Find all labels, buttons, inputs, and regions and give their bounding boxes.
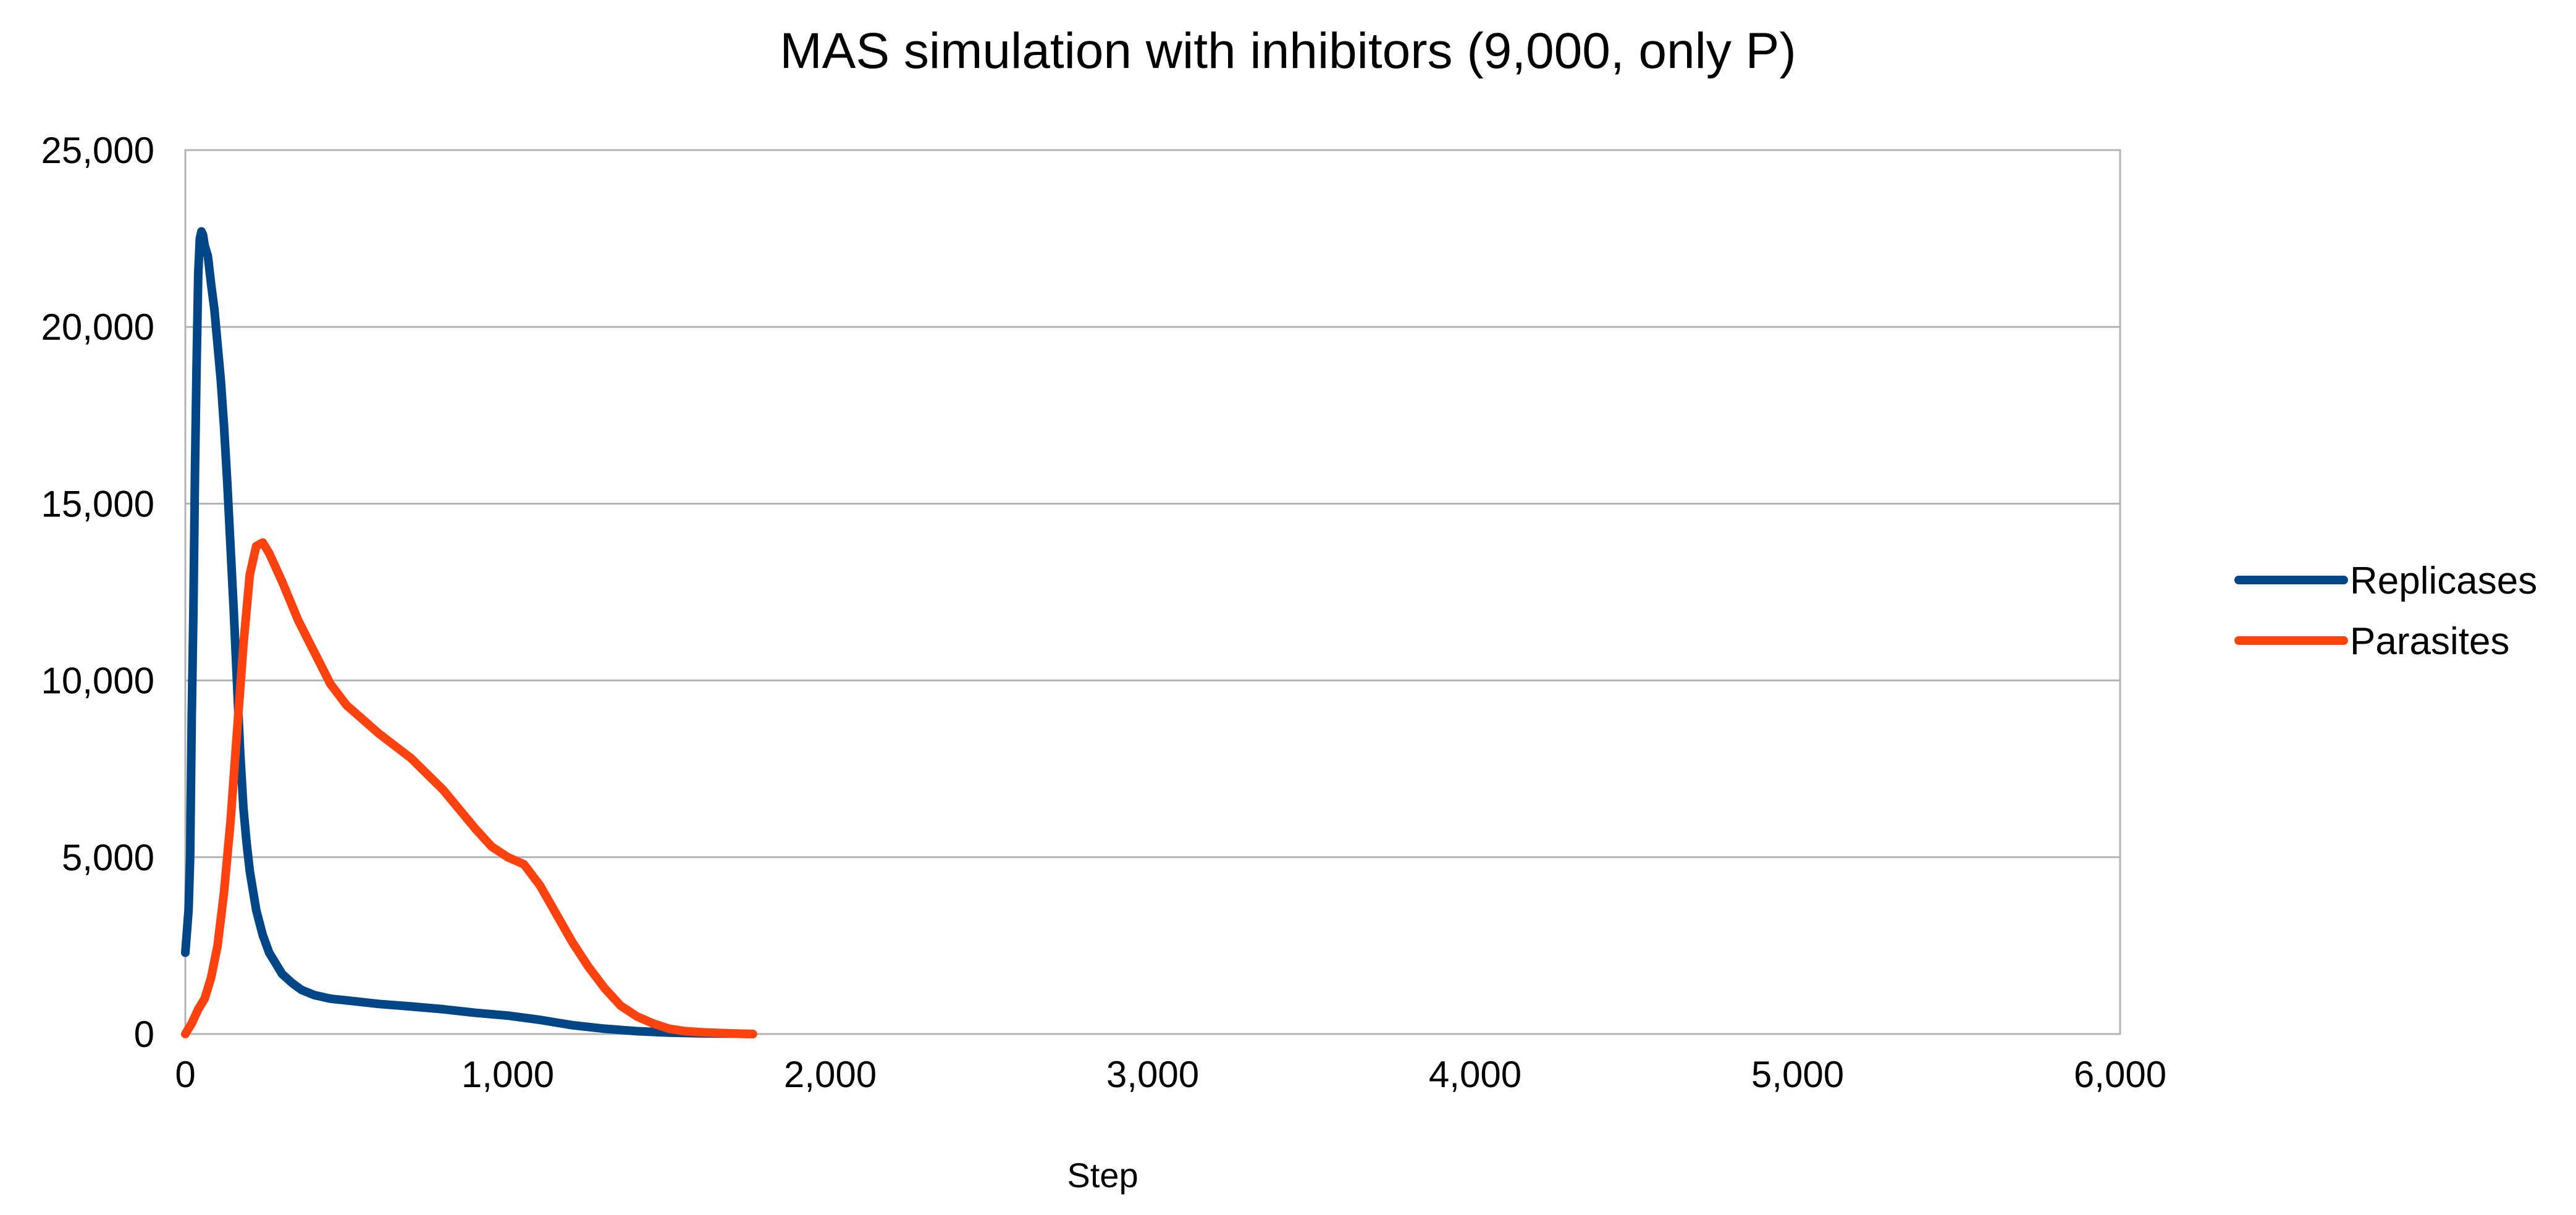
series-lines bbox=[181, 227, 757, 1038]
legend-label-replicases: Replicases bbox=[2350, 560, 2537, 602]
y-tick-label: 10,000 bbox=[41, 660, 154, 702]
plot-area-frame bbox=[184, 149, 2121, 1035]
y-tick-label: 0 bbox=[134, 1014, 154, 1055]
series-line-replicases bbox=[181, 227, 757, 1038]
x-tick-label: 1,000 bbox=[461, 1054, 554, 1095]
y-tick-label: 25,000 bbox=[41, 130, 154, 171]
legend: Replicases Parasites bbox=[2234, 560, 2537, 663]
y-tick-label: 5,000 bbox=[62, 837, 154, 878]
x-tick-label: 2,000 bbox=[784, 1054, 877, 1095]
x-tick-label: 3,000 bbox=[1106, 1054, 1199, 1095]
y-axis-ticks: 0 5,000 10,000 15,000 20,000 25,000 bbox=[41, 130, 154, 1055]
x-axis-ticks: 0 1,000 2,000 3,000 4,000 5,000 6,000 bbox=[175, 1054, 2166, 1095]
chart-title: MAS simulation with inhibitors (9,000, o… bbox=[780, 23, 1796, 79]
y-tick-label: 15,000 bbox=[41, 483, 154, 524]
x-tick-label: 0 bbox=[175, 1054, 195, 1095]
y-tick-label: 20,000 bbox=[41, 306, 154, 348]
x-tick-label: 5,000 bbox=[1751, 1054, 1844, 1095]
gridlines bbox=[185, 149, 2120, 1035]
x-axis-label: Step bbox=[1067, 1156, 1138, 1195]
x-tick-label: 6,000 bbox=[2074, 1054, 2166, 1095]
x-tick-label: 4,000 bbox=[1429, 1054, 1522, 1095]
series-line-parasites bbox=[181, 538, 757, 1038]
legend-label-parasites: Parasites bbox=[2350, 620, 2509, 663]
